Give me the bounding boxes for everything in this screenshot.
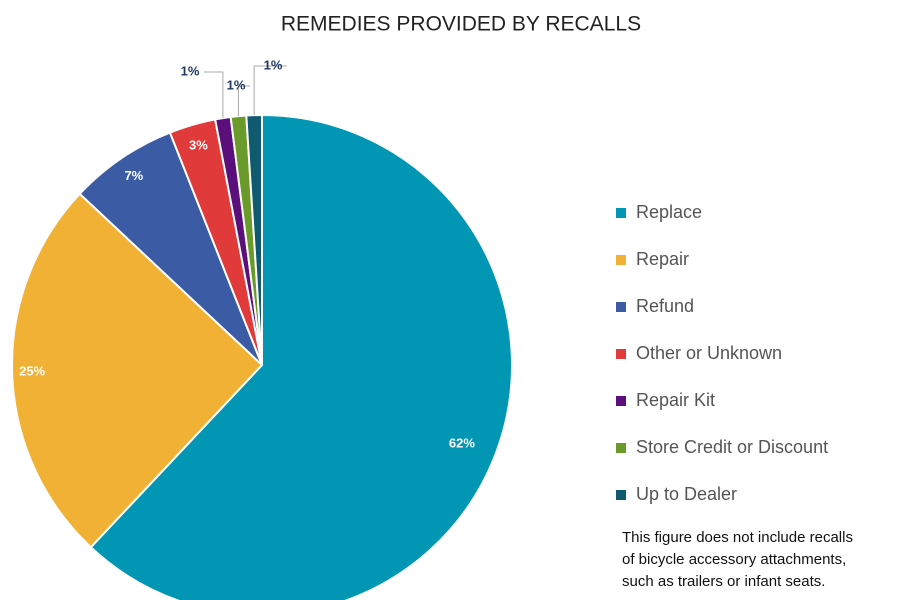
annotation: of bicycle accessory attachments, (622, 551, 846, 568)
pie-slice (11, 192, 264, 549)
data-label: 62% (449, 436, 475, 451)
legend-label: Up to Dealer (636, 484, 737, 504)
annotation: such as trailers or infant seats. (622, 573, 825, 590)
legend-label: Other or Unknown (636, 343, 782, 363)
pie-slice (89, 113, 513, 600)
legend-label: Repair (636, 249, 689, 269)
data-label: 25% (19, 364, 45, 379)
annotation: This figure does not include recalls (622, 529, 853, 546)
data-label: 1% (181, 63, 200, 78)
legend-swatch (616, 443, 626, 453)
legend-swatch (616, 490, 626, 500)
data-label: 7% (124, 168, 143, 183)
data-label: 1% (264, 57, 283, 72)
legend-swatch (616, 396, 626, 406)
leader-line (237, 85, 250, 117)
legend-swatch (616, 302, 626, 312)
data-label: 1% (227, 77, 246, 92)
leader-line (253, 65, 287, 116)
legend-label: Store Credit or Discount (636, 437, 828, 457)
legend-label: Repair Kit (636, 390, 715, 410)
pie-slice (78, 131, 263, 366)
legend-label: Refund (636, 296, 694, 316)
leader-line (204, 71, 224, 119)
legend-swatch (616, 255, 626, 265)
legend-swatch (616, 349, 626, 359)
data-label: 3% (189, 137, 208, 152)
chart-title: REMEDIES PROVIDED BY RECALLS (281, 13, 641, 36)
legend-swatch (616, 208, 626, 218)
legend-label: Replace (636, 202, 702, 222)
